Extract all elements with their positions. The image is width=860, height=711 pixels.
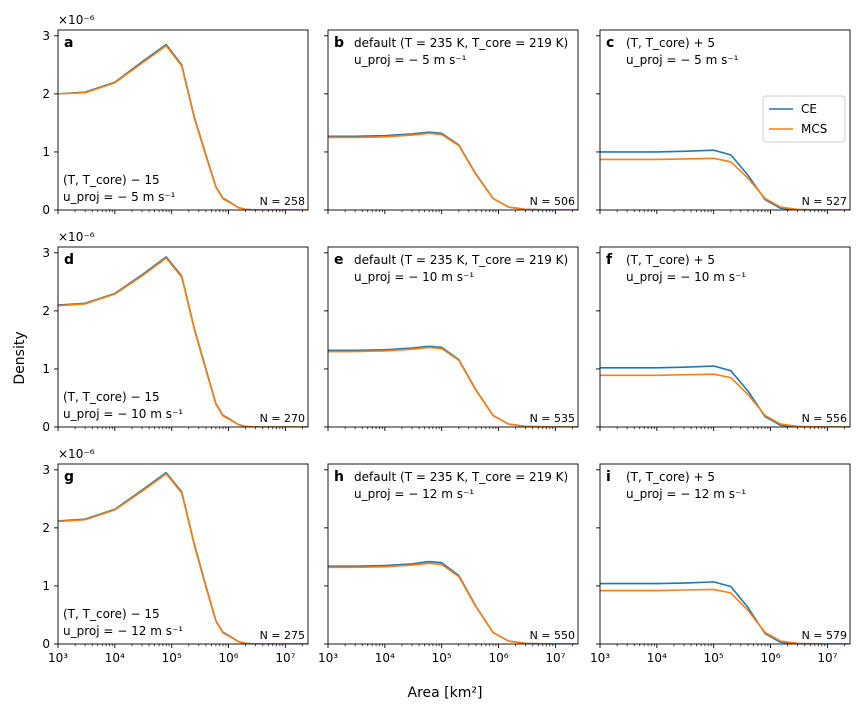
- panel-annotation-line1: (T, T_core) − 15: [63, 390, 160, 404]
- legend-entry-ce: CE: [801, 102, 817, 116]
- panel-annotation-line2: u_proj = − 5 m s⁻¹: [626, 53, 739, 67]
- panel-a: 0 1 2 3 ×10⁻⁶ a (T, T_core) − 15 u_proj = − 5 m…: [42, 13, 309, 217]
- panel-label: b: [334, 35, 344, 51]
- series-line-mcs: [600, 157, 850, 210]
- y-tick-label: 1: [42, 579, 50, 593]
- y-tick-label: 2: [42, 87, 50, 101]
- panel-frame: [57, 246, 309, 428]
- y-scale-label: ×10⁻⁶: [58, 447, 95, 461]
- panel-frame: [327, 29, 579, 211]
- figure-xlabel: Area [km²]: [408, 685, 483, 701]
- panel-annotation-line1: (T, T_core) + 5: [626, 36, 715, 50]
- panel-g: 10³ 10⁴ 10⁵ 10⁶ 10⁷ 0 1 2 3 ×10⁻⁶ g (T, T_core) − 1…: [42, 447, 309, 665]
- x-tick-label: 10⁵: [704, 651, 724, 665]
- panel-annotation-line1: default (T = 235 K, T_core = 219 K): [354, 470, 568, 484]
- y-tick-label: 3: [42, 246, 50, 260]
- panel-h: 10³ 10⁴ 10⁵ 10⁶ 10⁷ h default (T = 235 K, T_co…: [318, 463, 579, 665]
- x-tick-label: 10⁷: [275, 651, 295, 665]
- panel-c: c (T, T_core) + 5 u_proj = − 5 m s⁻¹ N = 52…: [596, 29, 851, 214]
- panel-annotation-line1: default (T = 235 K, T_core = 219 K): [354, 36, 568, 50]
- panel-annotation-line1: (T, T_core) + 5: [626, 253, 715, 267]
- y-tick-label: 0: [42, 420, 50, 434]
- y-tick-label: 0: [42, 203, 50, 217]
- y-tick-label: 2: [42, 521, 50, 535]
- panel-frame: [57, 29, 309, 211]
- x-tick-label: 10³: [48, 651, 68, 665]
- panel-annotation-line2: u_proj = − 10 m s⁻¹: [354, 270, 474, 284]
- y-tick-label: 2: [42, 304, 50, 318]
- panels: 0 1 2 3 ×10⁻⁶ a (T, T_core) − 15 u_proj = − 5 m…: [42, 13, 851, 665]
- panel-n-label: N = 275: [260, 629, 305, 642]
- panel-annotation-line2: u_proj = − 10 m s⁻¹: [626, 270, 746, 284]
- panel-annotation-line1: (T, T_core) − 15: [63, 173, 160, 187]
- panel-annotation-line2: u_proj = − 12 m s⁻¹: [63, 624, 183, 638]
- panel-label: f: [606, 252, 613, 268]
- panel-n-label: N = 535: [530, 412, 575, 425]
- panel-frame: [599, 29, 851, 211]
- y-scale-label: ×10⁻⁶: [58, 230, 95, 244]
- panel-label: e: [334, 252, 344, 268]
- series-line-mcs: [600, 588, 850, 644]
- figure-ylabel: Density: [12, 331, 28, 384]
- legend: CE MCS: [762, 95, 846, 143]
- x-tick-label: 10⁷: [545, 651, 565, 665]
- panel-annotation-line1: (T, T_core) − 15: [63, 607, 160, 621]
- x-tick-label: 10⁵: [432, 651, 452, 665]
- panel-annotation-line1: (T, T_core) + 5: [626, 470, 715, 484]
- panel-label: h: [334, 469, 344, 485]
- y-tick-label: 0: [42, 637, 50, 651]
- x-tick-label: 10⁵: [162, 651, 182, 665]
- x-tick-label: 10⁴: [375, 651, 395, 665]
- x-tick-label: 10³: [318, 651, 338, 665]
- panel-d: 0 1 2 3 ×10⁻⁶ d (T, T_core) − 15 u_proj = − 10 …: [42, 230, 309, 434]
- panel-annotation-line2: u_proj = − 12 m s⁻¹: [354, 487, 474, 501]
- panel-e: e default (T = 235 K, T_core = 219 K) u_pr…: [324, 246, 579, 431]
- y-tick-label: 3: [42, 463, 50, 477]
- panel-i: 10³ 10⁴ 10⁵ 10⁶ 10⁷ i (T, T_core) + 5 u_proj = …: [590, 463, 851, 665]
- panel-n-label: N = 527: [802, 195, 847, 208]
- panel-n-label: N = 270: [260, 412, 305, 425]
- panel-f: f (T, T_core) + 5 u_proj = − 10 m s⁻¹ N = 5…: [596, 246, 851, 431]
- panel-b: b default (T = 235 K, T_core = 219 K) u_pr…: [324, 29, 579, 214]
- panel-n-label: N = 550: [530, 629, 575, 642]
- panel-label: c: [606, 35, 614, 51]
- series-line-mcs: [328, 562, 578, 644]
- x-tick-label: 10⁶: [218, 651, 238, 665]
- x-tick-label: 10³: [590, 651, 610, 665]
- panel-frame: [327, 463, 579, 645]
- y-tick-label: 3: [42, 29, 50, 43]
- series-line-mcs: [328, 132, 578, 210]
- y-tick-label: 1: [42, 362, 50, 376]
- panel-label: d: [64, 252, 74, 268]
- series-line-mcs: [600, 373, 850, 427]
- panel-n-label: N = 556: [802, 412, 847, 425]
- panel-frame: [599, 246, 851, 428]
- panel-frame: [327, 246, 579, 428]
- panel-frame: [599, 463, 851, 645]
- panel-annotation-line2: u_proj = − 5 m s⁻¹: [354, 53, 467, 67]
- x-tick-label: 10⁴: [105, 651, 125, 665]
- panel-label: a: [64, 35, 73, 51]
- panel-annotation-line1: default (T = 235 K, T_core = 219 K): [354, 253, 568, 267]
- y-tick-label: 1: [42, 145, 50, 159]
- panel-label: g: [64, 469, 74, 485]
- x-tick-label: 10⁶: [488, 651, 508, 665]
- panel-annotation-line2: u_proj = − 12 m s⁻¹: [626, 487, 746, 501]
- panel-n-label: N = 579: [802, 629, 847, 642]
- legend-entry-mcs: MCS: [801, 122, 827, 136]
- panel-n-label: N = 506: [530, 195, 575, 208]
- panel-annotation-line2: u_proj = − 5 m s⁻¹: [63, 190, 176, 204]
- panel-n-label: N = 258: [260, 195, 305, 208]
- legend-frame: [762, 95, 846, 143]
- panel-frame: [57, 463, 309, 645]
- panel-label: i: [606, 469, 611, 485]
- x-tick-label: 10⁶: [760, 651, 780, 665]
- panel-annotation-line2: u_proj = − 10 m s⁻¹: [63, 407, 183, 421]
- x-tick-label: 10⁴: [647, 651, 667, 665]
- y-scale-label: ×10⁻⁶: [58, 13, 95, 27]
- series-line-mcs: [328, 346, 578, 427]
- x-tick-label: 10⁷: [817, 651, 837, 665]
